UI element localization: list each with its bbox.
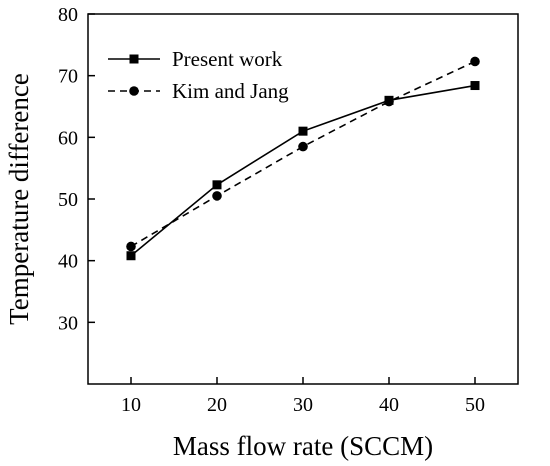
y-axis-label: Temperature difference: [4, 73, 34, 325]
legend-marker-present-work: [129, 54, 139, 64]
legend-marker-kim-and-jang: [129, 86, 139, 96]
y-axis-ticks: 30 40 50 60 70 80: [58, 4, 95, 334]
y-tick-label: 30: [58, 312, 78, 334]
x-tick-label: 40: [379, 394, 399, 416]
y-tick-label: 60: [58, 127, 78, 149]
data-point-present-work: [212, 180, 222, 190]
series-line-present-work: [130, 84, 476, 257]
legend: Present work Kim and Jang: [108, 47, 289, 103]
data-point-present-work: [298, 126, 308, 136]
y-tick-label: 40: [58, 251, 78, 273]
data-point-kim-and-jang: [212, 191, 222, 201]
data-point-kim-and-jang: [470, 56, 480, 67]
data-point-kim-and-jang: [298, 141, 308, 152]
x-tick-label: 30: [293, 394, 313, 416]
y-tick-label: 80: [58, 4, 78, 26]
data-point-present-work: [126, 251, 136, 261]
x-tick-label: 20: [207, 394, 227, 416]
y-tick-label: 50: [58, 189, 78, 211]
x-tick-label: 50: [465, 394, 485, 416]
series-layer: [126, 56, 480, 261]
data-point-kim-and-jang: [126, 241, 136, 252]
data-point-present-work: [470, 81, 480, 91]
x-axis-ticks: 10 20 30 40 50: [121, 377, 485, 416]
legend-label-kim-and-jang: Kim and Jang: [172, 79, 289, 103]
x-axis-label: Mass flow rate (SCCM): [173, 431, 433, 461]
data-point-kim-and-jang: [384, 96, 394, 107]
legend-label-present-work: Present work: [172, 47, 283, 71]
x-tick-label: 10: [121, 394, 141, 416]
series-present-work: [126, 81, 480, 261]
plot-frame: [87, 13, 519, 385]
y-tick-label: 70: [58, 66, 78, 88]
series-kim-and-jang: [126, 56, 480, 252]
